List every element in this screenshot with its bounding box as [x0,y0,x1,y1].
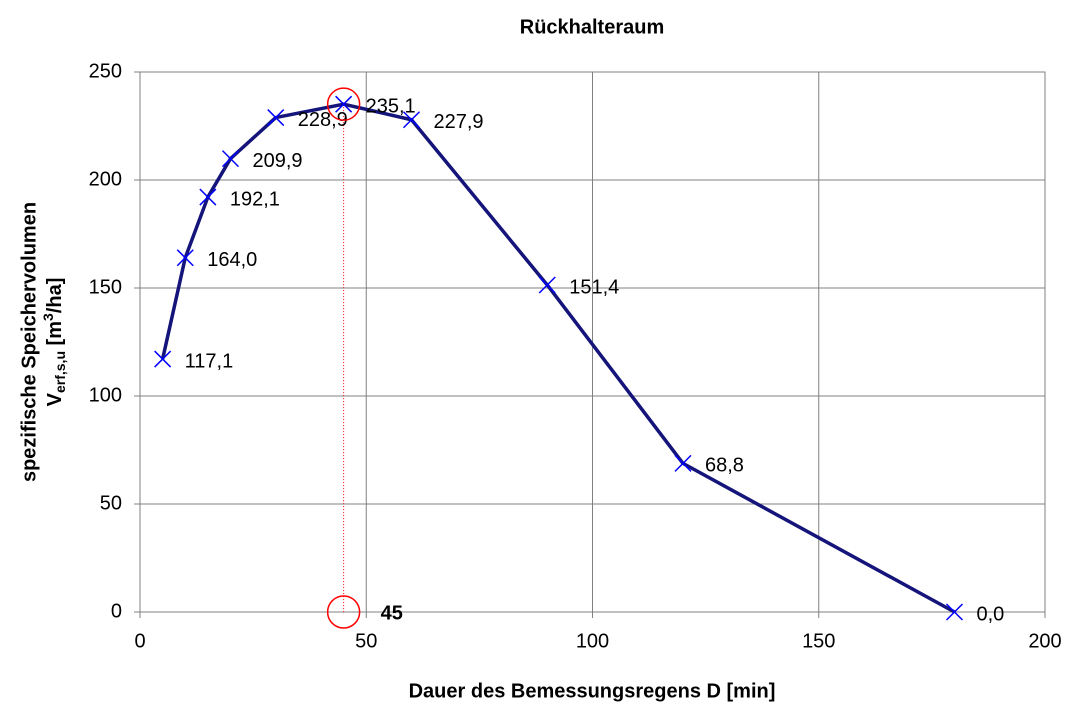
data-label: 68,8 [705,455,744,477]
point-marker [154,350,172,368]
point-marker [674,454,692,472]
data-label: 0,0 [977,603,1005,625]
data-label: 192,1 [230,188,280,210]
y-tick-label: 50 [100,492,122,514]
x-tick-label: 0 [134,630,145,652]
y-axis-label-line: Verf,s,u [m3/ha] [40,278,68,407]
highlight-circle [326,87,361,121]
y-axis-label: spezifische Speichervolumen Verf,s,u [m3… [18,202,67,482]
data-label: 227,9 [434,111,484,133]
point-marker [538,276,556,294]
marker-label: 45 [381,602,403,624]
point-marker [199,188,217,206]
data-label: 209,9 [253,150,303,172]
data-label: 151,4 [569,276,619,298]
chart-title: Rückhalteraum [520,16,665,38]
point-marker [221,150,240,168]
y-label-sub: erf,s,u [52,351,68,393]
y-axis-label-line: spezifische Speichervolumen [18,202,40,482]
data-label: 235,1 [366,95,416,117]
x-tick-label: 200 [1028,630,1061,652]
series-line [160,102,956,614]
y-label-sup: 3 [40,313,56,321]
y-label-part: V [44,392,66,406]
highlight-circle [326,595,361,629]
point-marker [402,111,421,129]
y-tick-label: 100 [89,384,122,406]
y-tick-label: 200 [89,168,122,190]
y-tick-label: 150 [89,276,122,298]
data-label: 117,1 [185,350,234,372]
x-tick-label: 150 [802,630,835,652]
x-tick-label: 50 [355,630,377,652]
y-label-part: /ha] [44,278,66,314]
point-marker [267,109,285,127]
x-axis-label: Dauer des Bemessungsregens D [min] [409,680,776,702]
point-marker [335,95,353,113]
y-tick-label: 0 [111,600,122,622]
point-marker [176,249,194,267]
plot-border [139,71,1046,613]
data-label: 164,0 [207,249,257,271]
point-marker [945,603,964,621]
x-tick-label: 100 [576,630,609,652]
y-tick-label: 250 [89,60,122,82]
data-label: 228,9 [298,109,348,131]
y-label-part: [m [44,321,66,351]
